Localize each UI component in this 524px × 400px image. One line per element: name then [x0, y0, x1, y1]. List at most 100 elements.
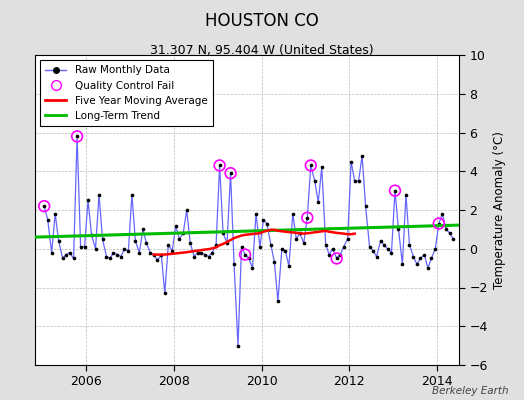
Point — [73, 133, 81, 140]
Point — [391, 188, 399, 194]
Point — [391, 188, 399, 194]
Point — [307, 162, 315, 169]
Point — [259, 216, 268, 223]
Point — [303, 214, 311, 221]
Point — [142, 240, 150, 246]
Point — [193, 250, 202, 256]
Point — [329, 246, 337, 252]
Point — [51, 211, 59, 217]
Legend: Raw Monthly Data, Quality Control Fail, Five Year Moving Average, Long-Term Tren: Raw Monthly Data, Quality Control Fail, … — [40, 60, 213, 126]
Point — [409, 253, 418, 260]
Point — [241, 251, 249, 258]
Point — [420, 251, 429, 258]
Point — [237, 244, 246, 250]
Point — [43, 216, 52, 223]
Point — [219, 230, 227, 236]
Point — [424, 265, 432, 271]
Point — [186, 240, 194, 246]
Point — [215, 162, 224, 169]
Point — [69, 255, 78, 262]
Point — [245, 255, 253, 262]
Text: 31.307 N, 95.404 W (United States): 31.307 N, 95.404 W (United States) — [150, 44, 374, 57]
Point — [88, 232, 96, 238]
Point — [322, 242, 330, 248]
Point — [131, 238, 139, 244]
Point — [384, 246, 392, 252]
Point — [354, 178, 363, 184]
Point — [128, 191, 136, 198]
Point — [95, 191, 103, 198]
Point — [394, 226, 402, 232]
Point — [332, 255, 341, 262]
Point — [445, 230, 454, 236]
Point — [311, 178, 319, 184]
Point — [171, 222, 180, 229]
Point — [343, 236, 352, 242]
Point — [102, 253, 111, 260]
Point — [168, 248, 177, 254]
Point — [153, 257, 161, 264]
Point — [215, 162, 224, 169]
Text: HOUSTON CO: HOUSTON CO — [205, 12, 319, 30]
Point — [351, 178, 359, 184]
Point — [120, 246, 128, 252]
Point — [124, 248, 133, 254]
Point — [59, 255, 67, 262]
Point — [113, 251, 122, 258]
Point — [427, 255, 435, 262]
Point — [226, 170, 235, 176]
Point — [201, 251, 209, 258]
Point — [146, 250, 155, 256]
Point — [285, 263, 293, 269]
Point — [234, 342, 242, 349]
Point — [274, 298, 282, 304]
Point — [182, 207, 191, 213]
Point — [398, 261, 407, 268]
Point — [270, 259, 279, 266]
Point — [84, 197, 92, 204]
Point — [278, 246, 286, 252]
Point — [442, 226, 451, 232]
Point — [267, 242, 275, 248]
Point — [405, 242, 413, 248]
Point — [449, 236, 457, 242]
Point — [66, 250, 74, 256]
Point — [110, 250, 118, 256]
Y-axis label: Temperature Anomaly (°C): Temperature Anomaly (°C) — [494, 131, 506, 289]
Point — [197, 250, 205, 256]
Point — [256, 244, 264, 250]
Point — [48, 250, 56, 256]
Point — [365, 244, 374, 250]
Point — [431, 246, 440, 252]
Point — [318, 164, 326, 170]
Point — [387, 250, 396, 256]
Point — [369, 248, 377, 254]
Point — [241, 251, 249, 258]
Point — [73, 133, 81, 140]
Point — [380, 242, 388, 248]
Point — [296, 230, 304, 236]
Point — [376, 238, 385, 244]
Point — [208, 250, 216, 256]
Point — [117, 253, 125, 260]
Point — [416, 255, 424, 262]
Point — [139, 226, 147, 232]
Point — [91, 246, 100, 252]
Point — [175, 236, 183, 242]
Point — [40, 203, 48, 209]
Point — [99, 236, 107, 242]
Point — [106, 255, 114, 262]
Point — [230, 261, 238, 268]
Point — [303, 214, 311, 221]
Point — [340, 244, 348, 250]
Point — [362, 203, 370, 209]
Point — [263, 220, 271, 227]
Point — [204, 253, 213, 260]
Point — [292, 236, 301, 242]
Point — [289, 211, 297, 217]
Point — [413, 261, 421, 268]
Point — [402, 191, 410, 198]
Point — [307, 162, 315, 169]
Point — [434, 220, 443, 227]
Point — [314, 199, 322, 206]
